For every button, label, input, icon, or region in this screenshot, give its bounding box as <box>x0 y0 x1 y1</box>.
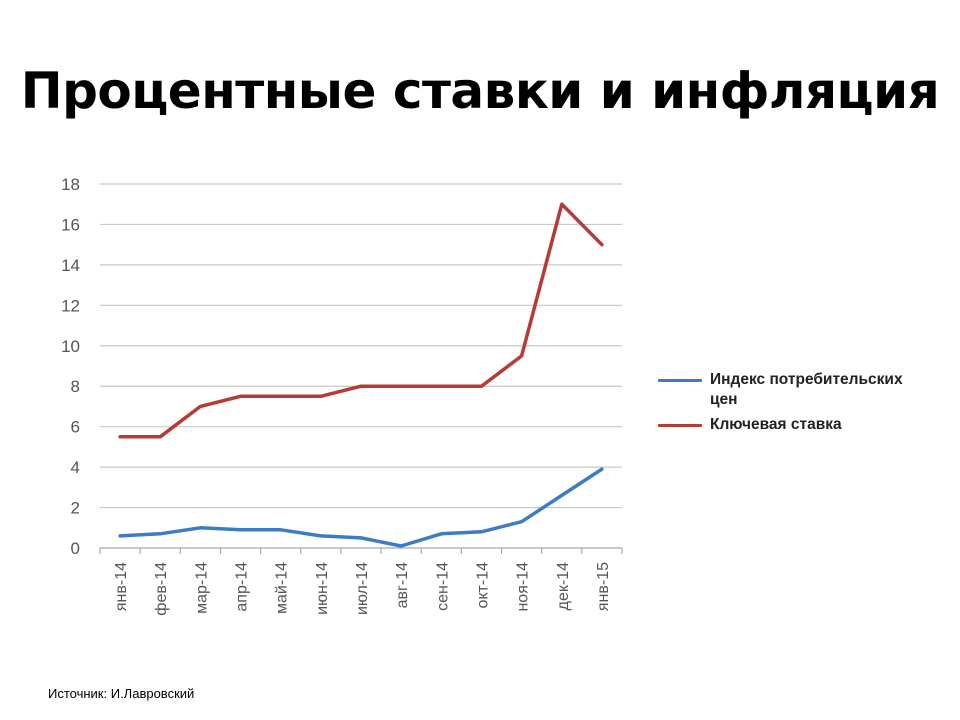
y-tick-label: 12 <box>61 296 80 315</box>
legend-label-key-rate: Ключевая ставка <box>710 416 842 433</box>
x-tick-label: окт-14 <box>474 562 491 609</box>
x-tick-label: янв-15 <box>595 562 612 611</box>
legend-item-key-rate: Ключевая ставка <box>658 415 918 435</box>
x-tick-label: май-14 <box>274 562 291 614</box>
y-tick-label: 18 <box>61 175 80 194</box>
x-tick-label: дек-14 <box>555 562 572 610</box>
x-tick-label: апр-14 <box>234 562 251 612</box>
y-tick-label: 8 <box>71 377 80 396</box>
x-tick-label: фев-14 <box>153 562 170 616</box>
y-tick-label: 14 <box>61 256 80 275</box>
x-tick-label: июл-14 <box>354 562 371 615</box>
y-tick-label: 10 <box>61 337 80 356</box>
legend-swatch-cpi <box>658 379 702 382</box>
series-line-cpi <box>118 467 604 548</box>
chart-legend: Индекс потребительских цен Ключевая став… <box>658 370 918 440</box>
x-tick-label: авг-14 <box>394 562 411 608</box>
y-tick-label: 0 <box>71 539 80 558</box>
x-tick-label: мар-14 <box>193 562 210 614</box>
x-tick-label: ноя-14 <box>515 562 532 612</box>
source-note: Источник: И.Лавровский <box>48 686 195 701</box>
x-tick-label: янв-14 <box>113 562 130 611</box>
y-tick-label: 2 <box>71 499 80 518</box>
slide-title: Процентные ставки и инфляция <box>20 62 940 120</box>
y-tick-label: 6 <box>71 418 80 437</box>
legend-swatch-key-rate <box>658 424 702 427</box>
legend-label-cpi: Индекс потребительских цен <box>710 371 903 408</box>
x-tick-label: сен-14 <box>434 562 451 611</box>
series-line-key-rate <box>118 202 604 439</box>
y-tick-label: 16 <box>61 215 80 234</box>
y-tick-label: 4 <box>71 458 80 477</box>
x-tick-label: июн-14 <box>314 562 331 615</box>
legend-item-cpi: Индекс потребительских цен <box>658 370 918 410</box>
